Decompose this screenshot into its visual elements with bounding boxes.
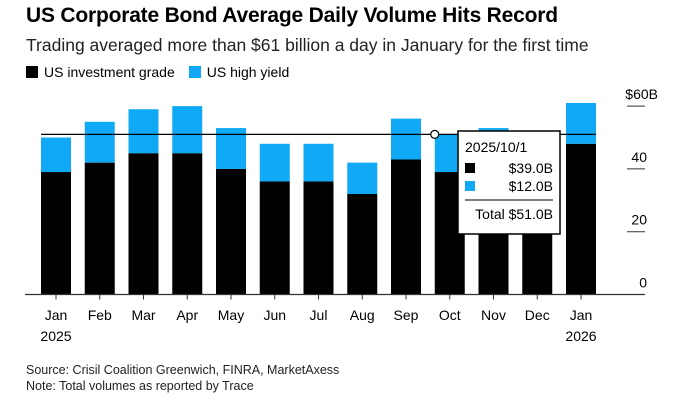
source-note: Source: Crisil Coalition Greenwich, FINR… xyxy=(26,363,340,377)
legend-item-high-yield: US high yield xyxy=(188,64,290,80)
tooltip-date: 2025/10/1 xyxy=(465,139,527,155)
y-tick-label: 0 xyxy=(639,275,647,291)
bar-high-yield xyxy=(259,143,290,182)
x-year-label: 2026 xyxy=(565,328,596,344)
bar-investment-grade xyxy=(216,168,246,295)
bar-high-yield xyxy=(566,102,596,144)
legend-swatch-hy xyxy=(188,66,201,78)
x-tick-label: Jun xyxy=(263,307,286,323)
tooltip-ig-value: $39.0B xyxy=(509,160,553,176)
legend: US investment grade US high yield xyxy=(26,64,289,80)
bar-high-yield xyxy=(347,162,378,195)
footnote: Note: Total volumes as reported by Trace xyxy=(26,379,254,393)
x-tick-label: May xyxy=(218,307,244,323)
bar-high-yield xyxy=(303,143,334,182)
x-tick-label: Dec xyxy=(525,307,550,323)
bar-investment-grade xyxy=(84,162,115,295)
bar-high-yield xyxy=(391,118,421,160)
bar-investment-grade xyxy=(347,194,378,295)
bar-high-yield xyxy=(172,106,203,154)
bar-high-yield xyxy=(84,121,115,163)
chart-subtitle: Trading averaged more than $61 billion a… xyxy=(26,35,589,55)
x-tick-label: Oct xyxy=(439,307,461,323)
y-tick-label: 40 xyxy=(631,149,647,165)
y-tick-label: $60B xyxy=(625,86,658,102)
tooltip-swatch-ig xyxy=(465,163,475,173)
x-tick-label: Jul xyxy=(310,307,328,323)
legend-swatch-ig xyxy=(26,66,38,78)
bar-investment-grade xyxy=(303,181,334,295)
tooltip-hy-value: $12.0B xyxy=(509,178,553,194)
bar-investment-grade xyxy=(128,153,159,295)
x-year-label: 2025 xyxy=(40,328,71,344)
x-tick-label: Nov xyxy=(481,307,506,323)
x-tick-label: Jan xyxy=(570,307,593,323)
tooltip-swatch-hy xyxy=(465,181,475,191)
legend-label-hy: US high yield xyxy=(206,64,290,80)
bar-investment-grade xyxy=(566,143,596,295)
x-tick-label: Apr xyxy=(176,307,198,323)
x-tick-label: Mar xyxy=(131,307,155,323)
tooltip-total: Total $51.0B xyxy=(475,206,553,222)
hover-marker xyxy=(430,129,440,139)
x-tick-label: Sep xyxy=(394,307,419,323)
legend-label-ig: US investment grade xyxy=(44,64,175,80)
x-tick-label: Aug xyxy=(350,307,375,323)
bar-investment-grade xyxy=(259,181,290,295)
legend-item-investment-grade: US investment grade xyxy=(26,64,175,80)
bar-investment-grade xyxy=(41,172,71,295)
bar-investment-grade xyxy=(172,153,203,295)
bar-investment-grade xyxy=(391,159,421,295)
chart-title: US Corporate Bond Average Daily Volume H… xyxy=(26,4,558,27)
x-tick-label: Jan xyxy=(45,307,68,323)
x-tick-label: Feb xyxy=(88,307,112,323)
bar-high-yield xyxy=(128,109,159,154)
y-tick-label: 20 xyxy=(631,212,647,228)
bar-high-yield xyxy=(41,137,71,173)
